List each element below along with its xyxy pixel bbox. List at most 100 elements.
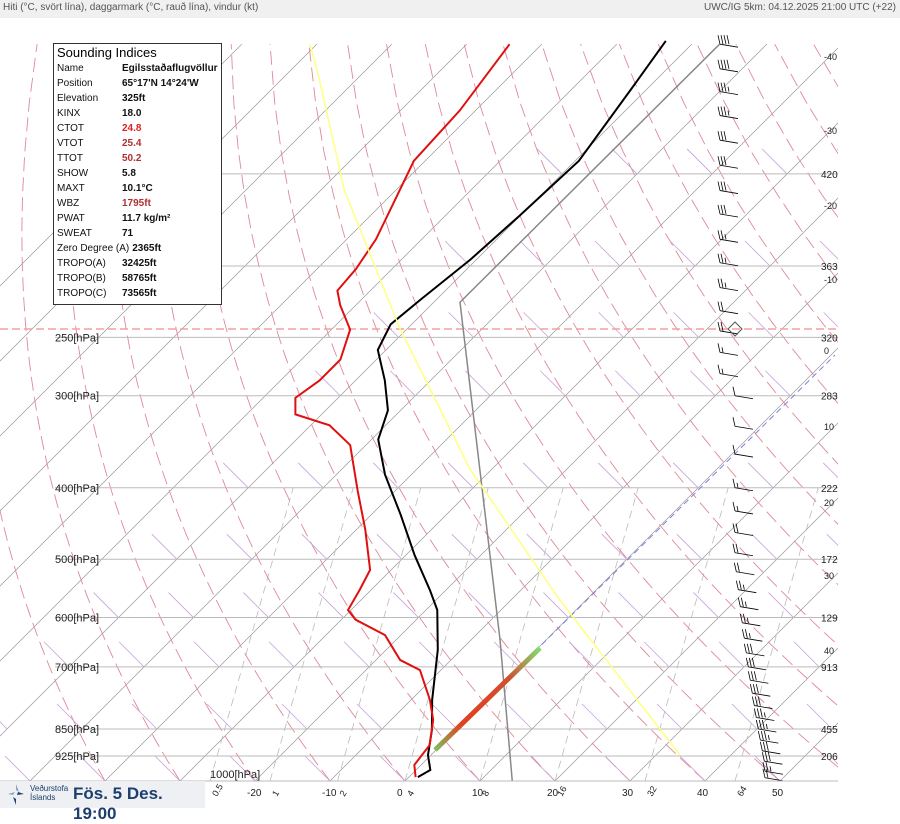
wind-barb-flag <box>756 708 760 718</box>
wind-barb <box>749 684 771 697</box>
model-run-text: UWC/IG 5km: 04.12.2025 21:00 UTC (+22) <box>703 2 896 13</box>
index-row: TROPO(A) 32425ft <box>57 256 218 271</box>
moist-adiabat-segment <box>444 240 471 267</box>
moist-adiabat-segment <box>686 148 713 175</box>
moist-adiabat-segment <box>206 703 233 730</box>
isotherm <box>629 572 838 781</box>
wind-barb-half <box>769 766 772 772</box>
temp-tick-label: 50 <box>772 788 784 799</box>
moist-adiabat-segment <box>689 370 716 397</box>
wind-barb <box>732 386 754 400</box>
isotherm-label: 40 <box>824 646 834 656</box>
isotherm <box>254 197 838 781</box>
wind-barb <box>717 364 739 378</box>
wind-barb-flag <box>717 278 721 288</box>
wind-barb <box>732 417 754 430</box>
wind-barb-staff <box>719 43 739 48</box>
moist-adiabat-segment <box>718 641 745 668</box>
wind-barb-flag <box>717 204 721 215</box>
mixing-ratio-label: 32 <box>645 784 659 798</box>
wind-barb <box>762 762 784 775</box>
wind-barb-staff <box>764 770 784 775</box>
wind-barb-flag <box>723 181 727 191</box>
wind-barb-staff <box>719 91 739 96</box>
moist-adiabat-segment <box>882 704 900 729</box>
wind-barb-flag <box>723 204 727 215</box>
wind-barb-flag <box>735 523 739 533</box>
dry-adiabat <box>541 44 838 525</box>
index-value: 65°17'N 14°24'W <box>122 78 199 89</box>
moist-adiabat-segment <box>506 703 533 730</box>
mixing-ratio-line <box>209 487 294 781</box>
index-value: 50.2 <box>122 153 142 164</box>
wind-barb-flag <box>744 629 748 639</box>
wind-barb-staff <box>734 532 754 536</box>
moist-adiabat-segment <box>601 533 628 560</box>
wind-barb <box>717 82 739 96</box>
index-row: TTOT 50.2 <box>57 151 218 166</box>
wind-barb-staff <box>719 68 739 73</box>
wind-barb-flag <box>726 35 730 45</box>
moist-adiabat-segment <box>0 721 8 730</box>
index-name: TROPO(B) <box>57 273 106 284</box>
index-row: SWEAT 71 <box>57 226 218 241</box>
moist-adiabat-segment <box>79 755 106 781</box>
isotherm-label: 20 <box>824 498 834 508</box>
wind-barb <box>751 696 773 709</box>
moist-adiabat-segment <box>343 641 370 668</box>
moist-adiabat-segment <box>676 533 703 560</box>
isotherm-label: 30 <box>824 571 834 581</box>
wind-barb-half <box>736 505 739 512</box>
isotherm <box>179 122 838 781</box>
height-label: 206 <box>821 752 838 763</box>
moist-adiabat-segment <box>604 755 631 781</box>
wind-barb-staff <box>719 351 739 356</box>
moist-adiabat-segment <box>822 462 838 479</box>
wind-barb-staff <box>719 262 739 267</box>
wind-barb-staff <box>756 717 775 721</box>
wind-barb <box>735 580 757 594</box>
wind-barb-flag <box>758 719 762 730</box>
wind-barb-staff <box>734 453 754 458</box>
wind-barb <box>732 501 754 515</box>
wind-barb-staff <box>719 373 739 378</box>
moist-adiabat-segment <box>522 462 549 489</box>
wind-barb-flag <box>732 523 736 533</box>
wind-barb-staff <box>742 622 761 627</box>
index-row: Name Egilsstaðaflugvöllur <box>57 61 218 76</box>
height-label: 129 <box>821 614 838 625</box>
wind-barb-flag <box>723 59 727 69</box>
wind-barb-flag <box>743 643 747 653</box>
wind-barb-staff <box>764 777 784 781</box>
wind-barb-half <box>724 257 727 263</box>
moist-adiabat-segment <box>673 312 699 338</box>
wind-barb-flag <box>732 386 736 396</box>
wind-barb-staff <box>740 606 759 611</box>
wind-barb-flag <box>717 59 721 69</box>
index-value: 32425ft <box>122 258 157 269</box>
wind-barb-flag <box>717 106 721 116</box>
wind-barb-flag <box>753 708 757 718</box>
temp-tick-label: 30 <box>622 788 634 799</box>
wind-barb-half <box>746 617 749 623</box>
index-name: SWEAT <box>57 228 92 239</box>
sounding-indices-panel: Sounding Indices Name Egilsstaðaflugvöllu… <box>53 43 222 305</box>
index-value: 10.1°C <box>122 183 153 194</box>
moist-adiabat-segment <box>869 642 894 667</box>
wind-barb <box>739 613 761 627</box>
wind-barb-flag <box>762 762 766 772</box>
series-dewpoint <box>294 43 511 778</box>
wind-barb-flag <box>746 643 750 653</box>
moist-adiabat-segment <box>643 641 670 668</box>
moist-adiabat-segment <box>301 533 328 560</box>
wind-barb <box>717 106 739 119</box>
pressure-label: 300[hPa] <box>55 391 99 403</box>
index-row: CTOT 24.8 <box>57 121 218 136</box>
moist-adiabat-segment <box>768 592 794 618</box>
wind-barb-flag <box>720 301 724 311</box>
wind-barb-staff <box>719 115 739 119</box>
wind-barb-staff <box>719 330 739 335</box>
wind-barb-half <box>742 584 745 590</box>
moist-adiabat-segment <box>448 312 474 338</box>
index-row: Position 65°17'N 14°24'W <box>57 76 218 91</box>
